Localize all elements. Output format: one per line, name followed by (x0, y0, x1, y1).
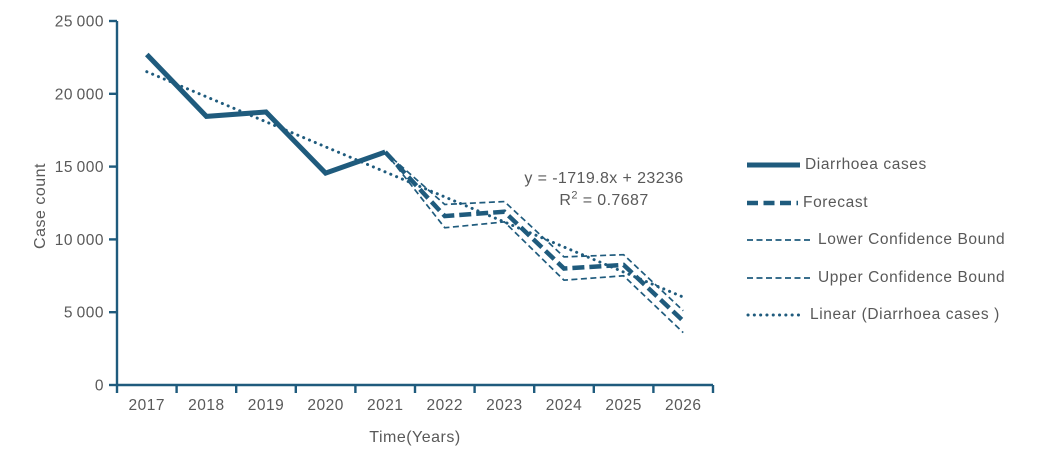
x-tick-label: 2024 (546, 397, 582, 414)
series-line-2 (384, 151, 684, 334)
x-tick-label: 2025 (605, 397, 641, 414)
x-tick-label: 2021 (367, 397, 403, 414)
y-tick-label: 15 000 (55, 159, 104, 176)
x-tick-label: 2020 (307, 397, 343, 414)
r-squared-sup: 2 (571, 189, 578, 202)
x-tick-label: 2019 (248, 397, 284, 414)
x-tick-label: 2018 (188, 397, 224, 414)
trendline-annotation: y = -1719.8x + 23236 R2 = 0.7687 (500, 168, 708, 212)
x-tick-label: 2026 (665, 397, 701, 414)
series-line-1 (383, 150, 685, 323)
legend-label: Lower Confidence Bound (818, 231, 1006, 248)
y-axis-title: Case count (32, 163, 49, 249)
legend-solid-line-icon (747, 162, 800, 168)
legend-label: Linear (Diarrhoea cases ) (810, 306, 1000, 323)
legend-label: Forecast (803, 193, 869, 211)
legend-label: Upper Confidence Bound (818, 268, 1006, 286)
r-squared-rest: = 0.7687 (577, 192, 649, 209)
series-line-0 (144, 52, 387, 177)
legend-item-forecast: Forecast (745, 194, 1005, 212)
legend-label: Diarrhoea cases (805, 156, 927, 173)
chart-legend: Diarrhoea cases Forecast Lower Confidenc… (745, 156, 1005, 344)
legend-dashed-thin-line-icon (747, 276, 813, 279)
legend-item-linear-trendline: Linear (Diarrhoea cases ) (745, 306, 1005, 324)
legend-item-upper-confidence-bound: Upper Confidence Bound (745, 269, 1005, 287)
y-tick-label: 25 000 (55, 14, 104, 31)
x-tick-label: 2023 (486, 397, 522, 414)
equation-text: y = -1719.8x + 23236 (524, 170, 684, 187)
y-tick-label: 0 (95, 378, 104, 395)
legend-dashed-thin-line-icon (747, 239, 813, 241)
x-tick-label: 2022 (427, 397, 463, 414)
y-tick-label: 5 000 (64, 305, 104, 322)
legend-item-diarrhoea-cases: Diarrhoea cases (745, 156, 1005, 174)
x-tick-label: 2017 (129, 397, 165, 414)
y-tick-label: 10 000 (55, 232, 104, 249)
r-squared-base: R (559, 192, 572, 209)
r-squared: R2 = 0.7687 (500, 190, 708, 212)
y-tick-label: 20 000 (55, 86, 104, 103)
axes: 0 5 000 10 000 15 000 20 000 25 000 2017 2018 20… (55, 14, 715, 414)
trendline-equation: y = -1719.8x + 23236 (500, 168, 708, 190)
legend-dotted-line-icon (746, 313, 806, 317)
x-axis-title: Time(Years) (369, 429, 461, 446)
legend-item-lower-confidence-bound: Lower Confidence Bound (745, 231, 1005, 249)
legend-dashed-thick-line-icon (747, 200, 798, 205)
